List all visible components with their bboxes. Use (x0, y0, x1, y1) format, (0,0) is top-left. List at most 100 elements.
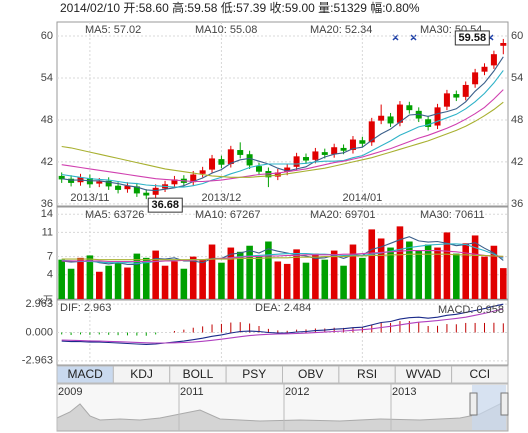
volume-bar (152, 250, 159, 299)
signal-markers (392, 34, 494, 41)
legend-entry: MA30: 70611 (420, 209, 485, 221)
y-tick-label: 60 (41, 30, 53, 42)
y-tick-label: 42 (41, 156, 53, 168)
volume-bar (368, 229, 376, 299)
volume-bar (208, 244, 216, 299)
candle-body (293, 156, 300, 167)
volume-bar (77, 257, 84, 299)
candle-body (349, 139, 356, 151)
volume-bar (490, 245, 498, 299)
y-tick-label: 4 (47, 269, 53, 281)
candle-body (256, 166, 263, 172)
tab-label[interactable]: KDJ (130, 367, 153, 381)
ma-line (61, 56, 504, 192)
navigator-handle[interactable] (500, 392, 509, 416)
legend-entry: MA10: 67267 (195, 209, 260, 221)
volume-panel (56, 206, 509, 300)
volume-bar (330, 250, 338, 299)
candle-body (302, 157, 309, 161)
volume-bar (434, 247, 441, 299)
annotation: 59.58 (459, 32, 487, 44)
volume-bar (500, 268, 507, 299)
candle-body (105, 180, 112, 187)
year-label: 2013 (392, 386, 416, 398)
volume-bar (58, 259, 65, 299)
y-tick-label: 48 (511, 114, 523, 126)
volume-bar (340, 265, 347, 299)
candle-body (274, 172, 281, 177)
candle-body (321, 152, 328, 155)
navigator-window[interactable] (472, 385, 506, 430)
tab-label[interactable]: OBV (298, 367, 323, 381)
tab-label[interactable]: BOLL (183, 367, 214, 381)
candle-body (209, 158, 216, 170)
legend-entry: MA20: 69701 (310, 209, 375, 221)
y-tick-label: 36 (511, 198, 523, 210)
y-tick-label: 60 (511, 30, 523, 42)
candle-body (133, 186, 140, 194)
tab-label[interactable]: PSY (242, 367, 266, 381)
ma-line (61, 89, 504, 183)
volume-bar (199, 259, 206, 299)
candle-body (115, 185, 122, 190)
legend-entry: MACD: 0.958 (438, 304, 504, 316)
candle-body (368, 121, 375, 143)
volume-bar (124, 267, 131, 299)
candle-body (312, 151, 319, 160)
candle-body (434, 107, 441, 126)
year-label: 2011 (180, 386, 204, 398)
legend-entry: MA5: 63726 (85, 209, 144, 221)
volume-unit: x万 (38, 296, 53, 307)
y-tick-label: 42 (511, 156, 523, 168)
volume-bar (180, 268, 188, 299)
candle-body (58, 175, 65, 180)
y-tick-label: 0.000 (25, 326, 53, 338)
y-tick-label: 2.963 (25, 298, 53, 310)
ma-line (61, 70, 504, 188)
candle-body (171, 179, 178, 185)
volume-bar (67, 268, 75, 299)
volume-bar (105, 265, 112, 299)
candle-body (227, 149, 234, 165)
candle-body (359, 140, 366, 144)
candle-body (453, 94, 460, 98)
tab-label[interactable]: WVAD (406, 367, 441, 381)
candle-body (340, 147, 347, 151)
candle-body (425, 119, 432, 127)
candle-body (378, 115, 385, 121)
y-tick-label: 36 (41, 198, 53, 210)
tab-label[interactable]: RSI (357, 367, 377, 381)
candle-body (500, 42, 507, 46)
volume-bar (218, 262, 225, 299)
volume-bar (227, 247, 235, 299)
tab-label[interactable]: CCI (469, 367, 490, 381)
candle-body (124, 185, 131, 190)
tab-label[interactable]: MACD (68, 367, 104, 381)
volume-bar (396, 226, 404, 299)
volume-bar (95, 271, 103, 299)
ma-line (61, 101, 504, 178)
candle-body (396, 104, 403, 123)
candle-body (218, 159, 225, 165)
volume-bar (189, 256, 197, 299)
y-tick-label: 54 (511, 72, 523, 84)
x-tick-label: 2013/12 (202, 192, 242, 204)
legend-entry: MA10: 55.08 (195, 24, 257, 36)
volume-bar (321, 259, 329, 299)
tab[interactable] (451, 365, 509, 384)
candle-body (387, 116, 394, 124)
volume-bar (274, 261, 282, 299)
volume-bar (255, 256, 263, 299)
volume-bar (471, 235, 479, 299)
y-tick-label: 14 (41, 208, 53, 220)
candle-body (284, 167, 291, 172)
candle-body (331, 147, 338, 155)
volume-bar (462, 243, 470, 299)
candle-body (462, 84, 469, 97)
candle-body (472, 72, 479, 85)
volume-bar (359, 257, 366, 299)
y-tick-label: 54 (41, 72, 53, 84)
navigator-handle[interactable] (469, 392, 478, 416)
